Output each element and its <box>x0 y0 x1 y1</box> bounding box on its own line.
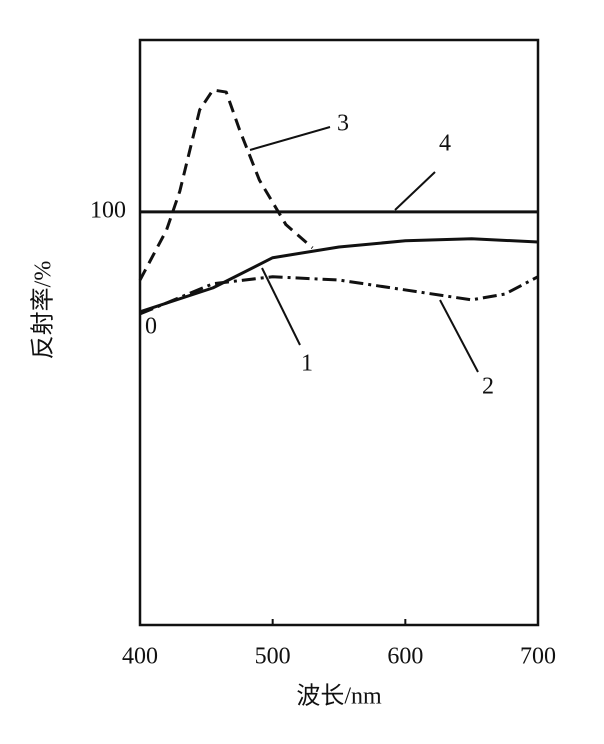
leader-line <box>249 126 331 151</box>
y-axis-label: 反射率/% <box>30 261 57 360</box>
x-tick-label: 700 <box>520 644 556 670</box>
series-line <box>138 88 314 281</box>
plot-frame <box>138 38 540 627</box>
annotation: 0 <box>145 314 157 340</box>
x-axis-label: 波长/nm <box>296 683 382 710</box>
series-line <box>139 237 539 314</box>
series-label: 2 <box>482 374 494 400</box>
x-tick-label: 500 <box>255 644 291 670</box>
series-label: 3 <box>337 111 349 137</box>
leader-line <box>261 267 301 346</box>
x-tick-label: 400 <box>122 644 158 670</box>
series-label: 4 <box>439 131 451 157</box>
series-line <box>139 275 539 316</box>
leader-line <box>439 299 479 373</box>
leader-line <box>394 171 436 211</box>
x-tick-label: 600 <box>387 644 423 670</box>
series-label: 1 <box>301 351 313 377</box>
leader-lines <box>249 126 479 373</box>
y-tick-label: 100 <box>90 197 126 223</box>
